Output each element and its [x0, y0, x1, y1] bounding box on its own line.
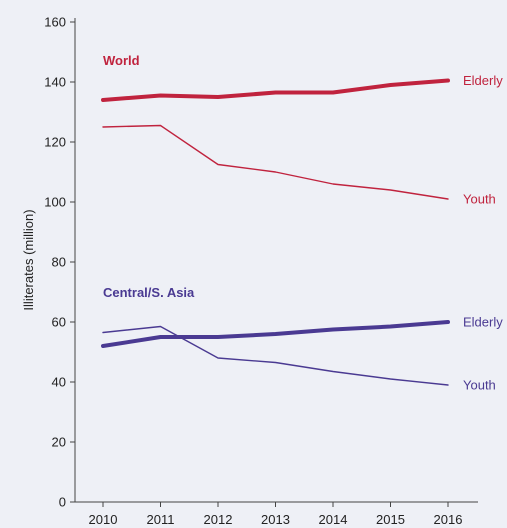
y-tick-label: 80	[52, 255, 66, 270]
x-axis: 2010 2011 2012 2013 2014 2015 2016	[75, 501, 478, 527]
y-tick-label: 0	[59, 495, 66, 510]
y-axis: 0 20 40 60 80 100 120 140 160	[44, 15, 76, 510]
x-tick-label: 2013	[261, 512, 290, 527]
series-end-label: Elderly	[463, 73, 503, 88]
y-tick-label: 120	[44, 135, 66, 150]
x-tick-label: 2010	[89, 512, 118, 527]
y-tick-label: 40	[52, 375, 66, 390]
y-axis-label: Illiterates (million)	[21, 209, 36, 310]
series-end-label: Youth	[463, 192, 496, 207]
group-title: Central/S. Asia	[103, 285, 195, 300]
x-tick-label: 2015	[376, 512, 405, 527]
x-tick-label: 2014	[319, 512, 348, 527]
series-end-label: Youth	[463, 378, 496, 393]
y-tick-label: 20	[52, 435, 66, 450]
x-tick-label: 2016	[434, 512, 463, 527]
y-tick-label: 140	[44, 75, 66, 90]
x-tick-label: 2011	[147, 512, 175, 527]
x-tick-label: 2012	[204, 512, 233, 527]
label-layer: World Elderly Youth Central/S. Asia Elderly Y…	[103, 53, 503, 393]
series-end-label: Elderly	[463, 315, 503, 330]
group-title: World	[103, 53, 140, 68]
series-line-youth	[102, 124, 449, 200]
y-tick-label: 60	[52, 315, 66, 330]
y-tick-label: 160	[44, 15, 66, 30]
series-layer	[101, 78, 450, 386]
y-tick-label: 100	[44, 195, 66, 210]
series-line-elderly	[101, 78, 450, 102]
